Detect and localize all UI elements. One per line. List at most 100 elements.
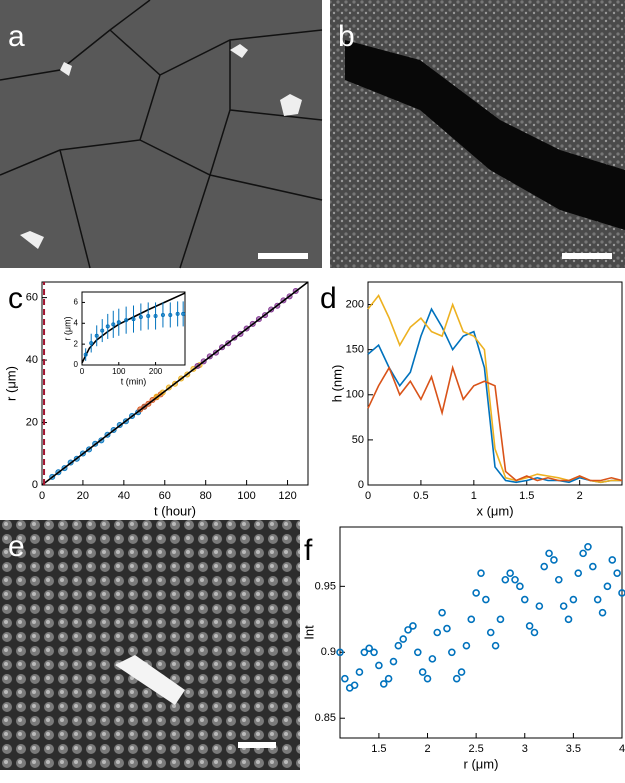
- data-point: [486, 628, 495, 637]
- x-tick-label: 120: [278, 490, 296, 502]
- data-point: [472, 589, 480, 597]
- data-point: [153, 313, 158, 318]
- data-point: [457, 668, 466, 676]
- data-line: [367, 307, 622, 484]
- data-point: [598, 608, 607, 617]
- data-point: [584, 542, 592, 551]
- data-point: [404, 626, 412, 634]
- data-point: [535, 602, 544, 610]
- y-tick-label: 0: [32, 479, 38, 491]
- x-tick-label: 0: [39, 490, 45, 502]
- panel-label: c: [8, 282, 23, 315]
- data-point: [394, 641, 403, 650]
- y-tick-label: 150: [346, 344, 364, 356]
- panel-label: e: [8, 530, 25, 563]
- x-tick-label: 80: [200, 490, 212, 502]
- data-point: [384, 674, 393, 683]
- data-point: [530, 628, 539, 637]
- x-tick-label: 40: [118, 490, 130, 502]
- data-point: [448, 648, 456, 657]
- data-point: [506, 569, 514, 577]
- y-tick-label: 0: [358, 479, 364, 491]
- data-point: [593, 595, 602, 604]
- data-point: [175, 311, 180, 316]
- data-point: [433, 628, 442, 637]
- x-axis-label: r (μm): [464, 756, 499, 771]
- chart: 0 100 200 0 2 4 6 t (min) r (μm): [62, 291, 186, 386]
- data-point: [511, 575, 519, 584]
- data-point: [355, 668, 364, 676]
- panel-label: f: [304, 534, 313, 567]
- x-tick-label: 3.5: [566, 743, 581, 755]
- panel-label: b: [338, 20, 355, 53]
- x-tick-label: 2: [577, 490, 583, 502]
- plot-area: [339, 526, 623, 739]
- y-tick-label: 60: [26, 292, 38, 304]
- data-point: [111, 322, 116, 327]
- data-point: [569, 595, 578, 604]
- x-tick-label: 0: [365, 490, 371, 502]
- y-tick-label: 0.9: [321, 646, 336, 658]
- data-point: [564, 615, 573, 624]
- data-point: [579, 549, 587, 558]
- data-point: [399, 635, 408, 643]
- data-line: [367, 364, 623, 482]
- y-tick-label: 200: [346, 298, 364, 310]
- data-point: [613, 569, 621, 577]
- y-axis-label: h (nm): [329, 365, 344, 403]
- y-tick-label: 50: [352, 434, 364, 446]
- data-point: [116, 320, 121, 325]
- data-point: [341, 674, 349, 683]
- x-axis-label: t (min): [121, 376, 147, 386]
- y-tick-label: 100: [346, 389, 364, 401]
- micrograph-a: [0, 0, 323, 269]
- x-tick-label: 0: [80, 367, 85, 376]
- data-point: [520, 595, 529, 604]
- x-tick-label: 0.5: [413, 490, 428, 502]
- data-point: [496, 615, 505, 624]
- data-point: [336, 648, 344, 657]
- data-point: [350, 681, 359, 690]
- x-tick-label: 3: [522, 743, 528, 755]
- data-point: [525, 622, 534, 630]
- panel-label: d: [320, 282, 337, 315]
- data-point: [100, 328, 105, 333]
- data-point: [423, 674, 432, 683]
- micrograph-b: [330, 0, 625, 268]
- data-point: [608, 556, 617, 564]
- data-point: [438, 608, 446, 617]
- data-point: [105, 324, 110, 329]
- data-point: [370, 648, 378, 657]
- data-point: [83, 352, 88, 357]
- data-point: [574, 569, 583, 577]
- x-axis-label: t (hour): [154, 503, 196, 518]
- data-point: [168, 312, 173, 317]
- data-point: [181, 311, 186, 316]
- data-point: [375, 661, 383, 670]
- data-point: [146, 313, 151, 318]
- data-point: [365, 644, 373, 653]
- data-point: [138, 315, 143, 320]
- y-axis-label: Int: [301, 625, 316, 640]
- y-tick-label: 40: [26, 354, 38, 366]
- data-point: [409, 622, 417, 630]
- y-tick-label: 0: [74, 360, 79, 369]
- y-axis-label: r (μm): [62, 316, 72, 340]
- data-point: [452, 674, 461, 683]
- data-point: [603, 582, 612, 591]
- data-point: [124, 318, 129, 323]
- data-point: [589, 562, 597, 571]
- chart: 1.5 2 2.5 3 3.5 4 0.85 0.9 0.95 r (μm) Int: [301, 526, 625, 771]
- data-point: [550, 556, 558, 564]
- y-tick-label: 0.85: [315, 712, 336, 724]
- data-point: [418, 668, 427, 676]
- data-point: [477, 569, 485, 577]
- data-point: [360, 648, 369, 657]
- data-point: [467, 615, 476, 624]
- y-tick-label: 2: [74, 339, 79, 348]
- data-point: [501, 575, 510, 584]
- y-tick-label: 4: [74, 318, 79, 327]
- y-tick-label: 20: [26, 416, 38, 428]
- data-point: [545, 549, 553, 558]
